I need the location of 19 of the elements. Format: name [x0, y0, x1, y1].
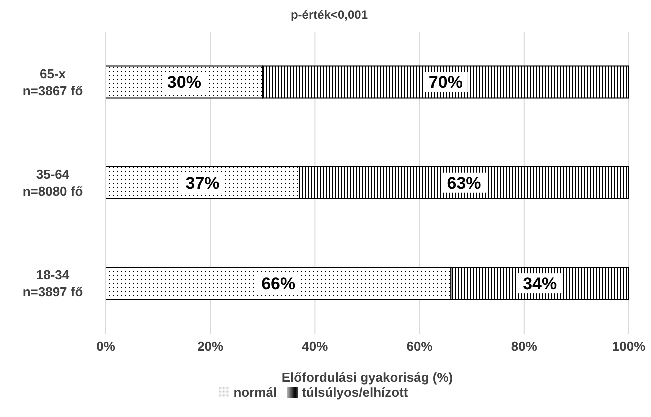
x-tick-label: 80% — [511, 339, 538, 354]
x-tick-label: 100% — [612, 339, 646, 354]
legend-label: normál — [234, 385, 278, 400]
y-tick-label: 35-64 n=8080 fő — [22, 167, 84, 199]
x-axis-title: Előfordulási gyakoriság (%) — [282, 370, 454, 385]
x-tick-label: 60% — [406, 339, 434, 354]
data-label: 66% — [262, 274, 296, 294]
data-label: 34% — [523, 274, 558, 294]
data-label: 37% — [186, 174, 220, 193]
y-tick-label: 65-x n=3867 fő — [22, 66, 84, 98]
data-label: 70% — [428, 73, 463, 92]
data-label: 63% — [447, 174, 482, 193]
x-tick-label: 40% — [302, 339, 329, 354]
y-tick-label: 18-34 n=3897 fő — [22, 268, 84, 300]
chart-title: p-érték<0,001 — [290, 8, 370, 22]
data-label: 30% — [167, 73, 202, 92]
x-tick-label: 0% — [96, 339, 116, 354]
x-tick-label: 20% — [198, 339, 224, 354]
legend-label: túlsúlyos/elhízott — [302, 385, 408, 400]
